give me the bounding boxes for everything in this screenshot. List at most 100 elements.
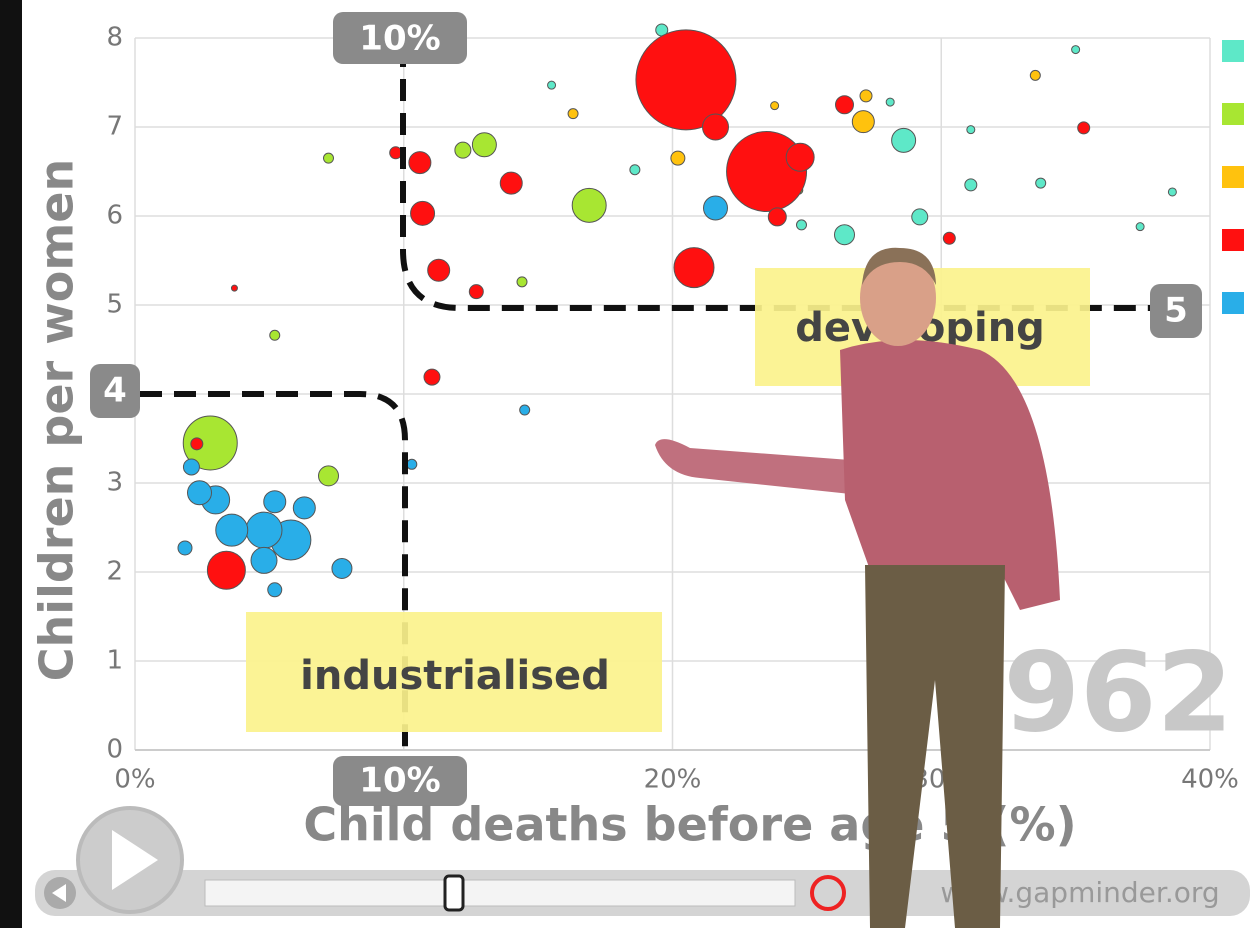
bubble: [182, 458, 200, 476]
bubble: [885, 97, 895, 107]
presenter-arm: [655, 439, 860, 495]
bubble: [964, 178, 978, 192]
bubble: [318, 465, 339, 487]
bubble: [567, 108, 579, 120]
bubble: [1077, 121, 1091, 135]
bubble: [1029, 69, 1041, 81]
bubble: [670, 150, 686, 166]
bubble: [499, 171, 523, 195]
back-icon: [52, 884, 66, 902]
bubbles: [177, 23, 1177, 598]
bubble: [263, 490, 287, 514]
legend-swatch: [1222, 292, 1244, 314]
bubble: [785, 142, 815, 172]
bubble: [767, 207, 787, 227]
bubble: [206, 550, 246, 590]
legend-swatch: [1222, 40, 1244, 62]
bubble: [702, 113, 729, 141]
badge-label: 10%: [359, 19, 440, 59]
bubble: [267, 582, 283, 598]
bubble: [911, 208, 929, 226]
bubble: [177, 540, 193, 556]
bubble: [796, 219, 807, 231]
badge: [90, 364, 140, 418]
bubble: [427, 258, 451, 282]
badge: [1150, 284, 1202, 338]
y-tick-label: 7: [106, 112, 123, 142]
bubble: [410, 200, 436, 226]
y-axis-title: Children per women: [30, 159, 84, 681]
bubble: [230, 284, 238, 292]
x-tick-label: 0%: [114, 765, 155, 795]
badge: [333, 756, 467, 806]
badge-label: 4: [103, 371, 127, 411]
bubble: [1135, 222, 1145, 232]
presenter-head: [860, 250, 936, 346]
presenter: [655, 247, 1060, 928]
bubble: [966, 125, 976, 135]
bubble: [942, 231, 956, 245]
bubble: [834, 224, 855, 246]
badge: [333, 12, 467, 64]
bubble: [629, 164, 641, 176]
bubble: [454, 141, 472, 159]
y-tick-label: 1: [106, 646, 123, 676]
sticky-note: [246, 612, 662, 732]
bubble: [292, 496, 316, 520]
bubble: [635, 29, 737, 131]
developing-boundary: [400, 45, 1150, 311]
bubble: [245, 511, 283, 549]
bubble: [269, 329, 281, 341]
badge-label: 5: [1164, 291, 1188, 331]
presenter-hair: [862, 247, 936, 285]
bubble: [190, 437, 204, 451]
badge-label: 10%: [359, 761, 440, 801]
bubble: [187, 480, 212, 506]
y-tick-label: 6: [106, 201, 123, 231]
bubble: [519, 404, 531, 416]
legend-swatch: [1222, 229, 1244, 251]
stop-icon[interactable]: [810, 875, 846, 911]
bubble: [423, 368, 441, 386]
x-tick-label: 40%: [1181, 765, 1239, 795]
note-label: industrialised: [300, 653, 610, 699]
bubble: [547, 80, 557, 90]
bubble: [516, 276, 528, 288]
bubble: [726, 131, 808, 212]
bubble: [215, 513, 249, 547]
bubble: [571, 187, 607, 223]
bubble: [835, 95, 854, 115]
bubble: [891, 127, 917, 153]
y-tick-label: 3: [106, 468, 123, 498]
y-tick-label: 8: [106, 23, 123, 53]
bubble: [673, 247, 715, 289]
legend-swatch: [1222, 103, 1244, 125]
bubble: [331, 557, 353, 579]
legend: [1222, 40, 1244, 314]
bubble: [1071, 45, 1081, 55]
legend-swatch: [1222, 166, 1244, 188]
bubble: [859, 89, 873, 103]
bubble: [182, 415, 238, 471]
bubble: [1167, 187, 1177, 197]
bubble: [703, 195, 728, 221]
bubble: [851, 110, 875, 134]
bubble: [471, 132, 497, 158]
play-icon: [112, 830, 158, 890]
bubble: [406, 458, 418, 470]
bubble: [468, 284, 484, 300]
x-tick-label: 20%: [644, 765, 702, 795]
time-slider[interactable]: [204, 879, 796, 907]
bubble: [408, 151, 432, 175]
industrialised-boundary: [140, 391, 408, 750]
y-tick-label: 0: [106, 735, 123, 765]
bubble: [250, 546, 278, 574]
y-tick-label: 5: [106, 290, 123, 320]
left-border: [0, 0, 22, 928]
bubble: [770, 101, 780, 111]
presenter-shirt: [840, 340, 1060, 610]
slider-handle[interactable]: [443, 874, 465, 912]
bubble: [389, 146, 403, 160]
bubble: [1035, 177, 1047, 189]
